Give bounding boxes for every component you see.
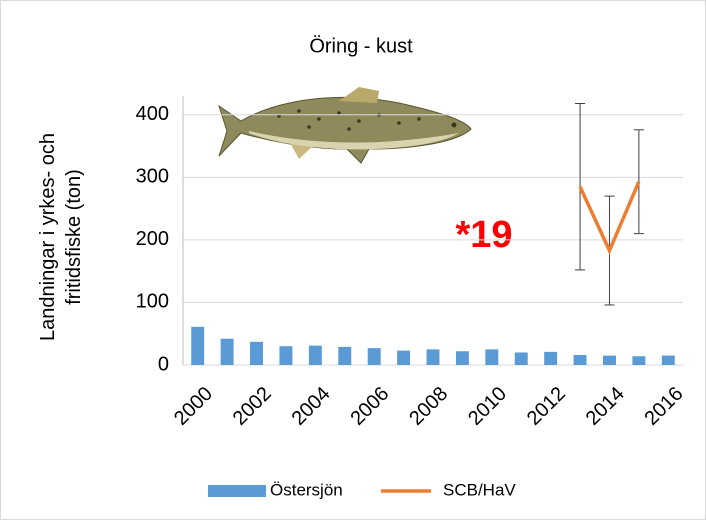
x-tick-label: 2014 xyxy=(582,383,629,430)
y-axis-label: Landningar i yrkes- och fritidsfiske (to… xyxy=(37,133,85,341)
x-tick-label: 2000 xyxy=(170,383,217,430)
bar xyxy=(603,355,616,365)
x-tick-label: 2006 xyxy=(346,383,393,430)
bar xyxy=(367,348,381,365)
bar xyxy=(279,346,293,365)
x-tick-label: 2002 xyxy=(229,383,276,430)
fish-illustration xyxy=(218,87,472,164)
error-bar xyxy=(575,103,586,271)
x-tick-label: 2008 xyxy=(405,383,452,430)
bar xyxy=(338,346,352,365)
bar xyxy=(514,352,528,365)
y-tick-label: 300 xyxy=(136,166,169,188)
line xyxy=(578,181,641,255)
x-tick-label: 2016 xyxy=(641,383,688,430)
y-tick-label: 100 xyxy=(136,291,169,313)
bar xyxy=(544,351,558,365)
bar xyxy=(485,349,499,365)
bar xyxy=(250,341,263,365)
bar xyxy=(632,356,646,365)
y-tick-label: 0 xyxy=(158,353,169,375)
legend-swatch xyxy=(208,485,266,497)
bar xyxy=(308,345,322,365)
legend-label: Östersjön xyxy=(270,480,343,499)
bar xyxy=(573,354,587,365)
bar xyxy=(455,351,469,365)
legend-label: SCB/HaV xyxy=(443,480,516,499)
bar xyxy=(397,350,411,365)
bar xyxy=(426,349,440,365)
bar xyxy=(661,355,675,365)
bar xyxy=(191,326,205,365)
chart-title: Öring - kust xyxy=(309,35,413,57)
y-tick-label: 400 xyxy=(136,103,169,125)
x-tick-label: 2004 xyxy=(288,383,335,430)
y-tick-label: 200 xyxy=(136,228,169,250)
annotation: *19 xyxy=(455,214,512,256)
x-tick-label: 2012 xyxy=(523,383,570,430)
bar xyxy=(220,338,234,365)
x-tick-label: 2010 xyxy=(464,383,511,430)
